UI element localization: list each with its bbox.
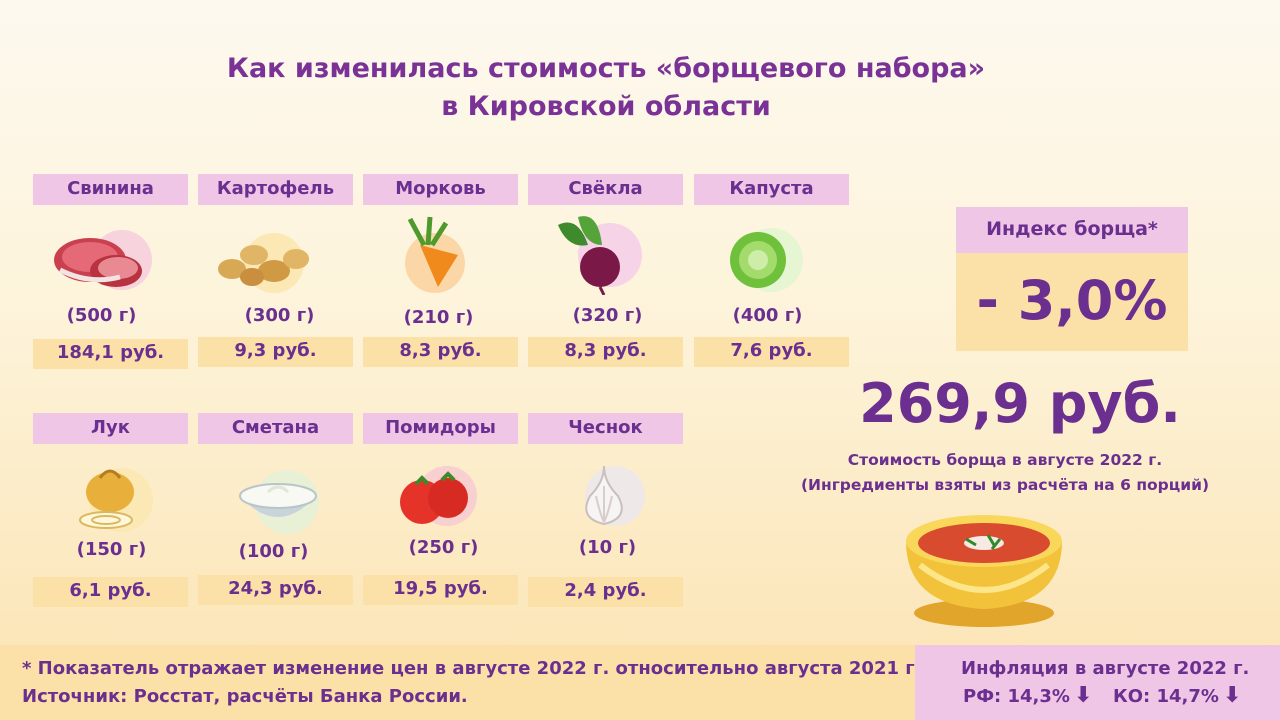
arrow-down-icon: ⬇ [1073,683,1093,708]
inflation-title: Инфляция в августе 2022 г. [961,658,1250,679]
borsch-index-label: Индекс борща* [956,207,1188,253]
borsch-index-value: - 3,0% [956,253,1188,351]
onion-icon [79,468,153,532]
ingredient-label-potato: Картофель [198,174,353,205]
ingredient-weight-carrot: (210 г) [403,307,474,328]
footnote: * Показатель отражает изменение цен в ав… [22,658,922,679]
tomato-icon [400,466,477,526]
inflation-panel: Инфляция в августе 2022 г. РФ: 14,3% ⬇ КО… [915,645,1280,720]
ingredient-label-tomato: Помидоры [363,413,518,444]
ingredient-price-tomato: 19,5 руб. [363,575,518,605]
ingredient-price-carrot: 8,3 руб. [363,337,518,367]
ingredient-weight-tomato: (250 г) [408,537,479,558]
ingredient-price-pork: 184,1 руб. [33,339,188,369]
potato-icon [218,233,309,293]
ingredient-price-beet: 8,3 руб. [528,337,683,367]
ingredient-label-sour-cream: Сметана [198,413,353,444]
source-note: Источник: Росстат, расчёты Банка России. [22,686,468,707]
ingredient-label-beet: Свёкла [528,174,683,205]
inflation-rf-value: РФ: 14,3% [963,686,1070,707]
ingredient-weight-garlic: (10 г) [578,537,637,558]
title-line-1: Как изменилась стоимость «борщевого набо… [226,53,986,84]
sour-cream-icon [239,470,319,534]
borsch-index-panel: Индекс борща* - 3,0% [956,207,1188,351]
arrow-down-icon: ⬇ [1222,683,1242,708]
cabbage-icon [730,228,803,292]
carrot-icon [405,216,465,293]
ingredient-price-sour-cream: 24,3 руб. [198,575,353,605]
inflation-ko: КО: 14,7% ⬇ [1113,683,1241,708]
footer-notes: * Показатель отражает изменение цен в ав… [0,645,922,720]
borsch-portions-caption: (Ингредиенты взяты из расчёта на 6 порци… [800,476,1210,494]
ingredient-label-pork: Свинина [33,174,188,205]
garlic-icon [585,465,645,526]
ingredient-label-cabbage: Капуста [694,174,849,205]
ingredient-price-garlic: 2,4 руб. [528,577,683,607]
ingredient-weight-potato: (300 г) [244,305,315,326]
ingredient-label-carrot: Морковь [363,174,518,205]
ingredient-price-onion: 6,1 руб. [33,577,188,607]
ingredient-weight-pork: (500 г) [66,305,137,326]
beet-icon [558,216,642,295]
pork-icon [54,230,152,290]
ingredient-price-cabbage: 7,6 руб. [694,337,849,367]
inflation-ko-value: КО: 14,7% [1113,686,1219,707]
title-line-2: в Кировской области [441,91,771,122]
ingredient-price-potato: 9,3 руб. [198,337,353,367]
inflation-rf: РФ: 14,3% ⬇ [963,683,1092,708]
ingredient-weight-sour-cream: (100 г) [238,541,309,562]
page-title: Как изменилась стоимость «борщевого набо… [0,50,1212,126]
ingredient-weight-beet: (320 г) [572,305,643,326]
ingredient-weight-cabbage: (400 г) [732,305,803,326]
ingredient-label-garlic: Чеснок [528,413,683,444]
ingredient-weight-onion: (150 г) [76,539,147,560]
ingredient-label-onion: Лук [33,413,188,444]
borsch-cost-caption: Стоимость борща в августе 2022 г. [847,451,1163,469]
borsch-bowl-icon [906,515,1062,627]
borsch-total-cost: 269,9 руб. [859,372,1181,435]
